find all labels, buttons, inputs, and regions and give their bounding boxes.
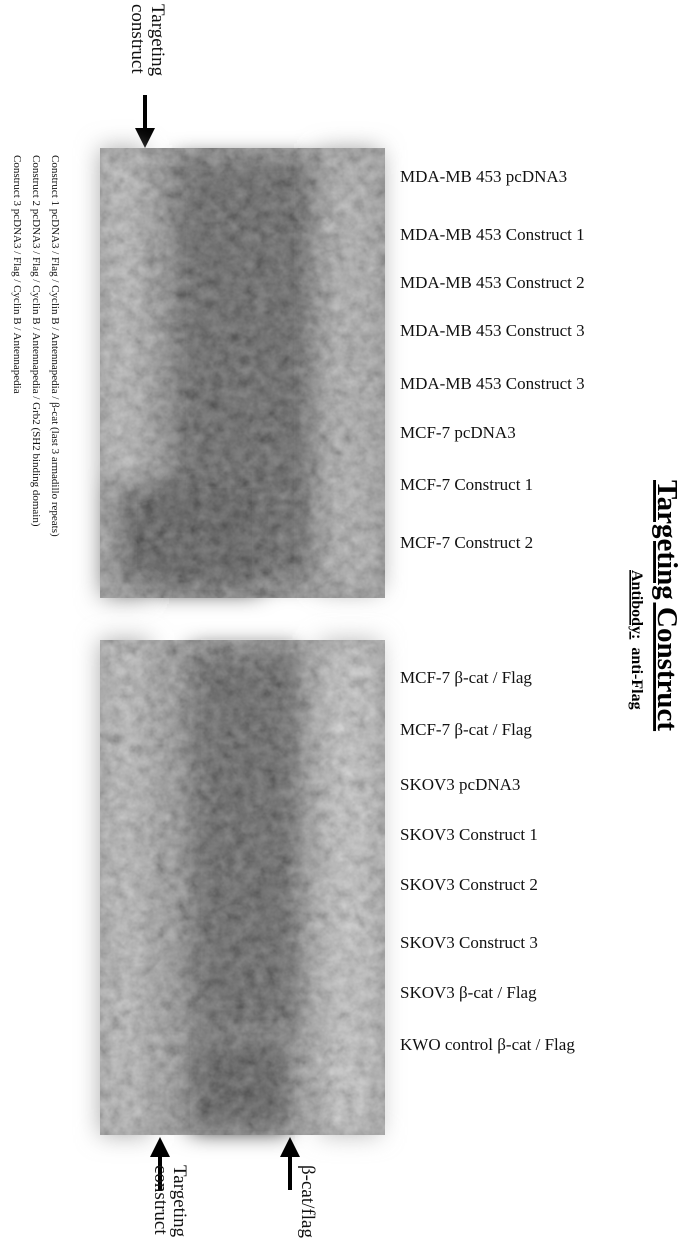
lane-label: MDA-MB 453 Construct 2 xyxy=(400,273,585,292)
lane-label: MDA-MB 453 Construct 3 xyxy=(400,374,585,393)
top-arrow-label: Targeting construct xyxy=(127,4,168,77)
lane-label: SKOV3 β-cat / Flag xyxy=(400,983,537,1002)
antibody-label: Antibody: xyxy=(628,570,645,639)
lane-label: MCF-7 β-cat / Flag xyxy=(400,720,532,739)
lane-label: KWO control β-cat / Flag xyxy=(400,1035,575,1054)
legend-line: Construct 3 pcDNA3 / Flag / Cyclin B / A… xyxy=(11,155,23,394)
lane-label: MDA-MB 453 Construct 1 xyxy=(400,225,585,244)
blot-top xyxy=(100,148,385,598)
lane-label: SKOV3 pcDNA3 xyxy=(400,775,520,794)
label: construct xyxy=(127,4,148,74)
lane-label: SKOV3 Construct 1 xyxy=(400,825,538,844)
blot-bottom xyxy=(100,640,385,1135)
label: β-cat/flag xyxy=(297,1165,318,1238)
lane-label: MCF-7 Construct 2 xyxy=(400,533,533,552)
lane-label: SKOV3 Construct 2 xyxy=(400,875,538,894)
legend-line: Construct 1 pcDNA3 / Flag / Cyclin B / A… xyxy=(49,155,61,537)
legend-line: Construct 2 pcDNA3 / Flag / Cyclin B / A… xyxy=(30,155,42,527)
lane-label: MCF-7 β-cat / Flag xyxy=(400,668,532,687)
title: Targeting Construct xyxy=(651,480,683,731)
antibody-value: anti-Flag xyxy=(628,647,645,709)
lane-label: MCF-7 pcDNA3 xyxy=(400,423,516,442)
lane-label: SKOV3 Construct 3 xyxy=(400,933,538,952)
label: Targeting xyxy=(147,4,168,77)
lane-label: MDA-MB 453 Construct 3 xyxy=(400,321,585,340)
label: construct xyxy=(150,1165,171,1235)
lane-label: MCF-7 Construct 1 xyxy=(400,475,533,494)
antibody: Antibody: anti-Flag xyxy=(628,570,645,710)
lane-labels: MDA-MB 453 pcDNA3 MDA-MB 453 Construct 1 M… xyxy=(400,167,585,1054)
lane-label: MDA-MB 453 pcDNA3 xyxy=(400,167,567,186)
label: Targeting xyxy=(169,1165,190,1238)
